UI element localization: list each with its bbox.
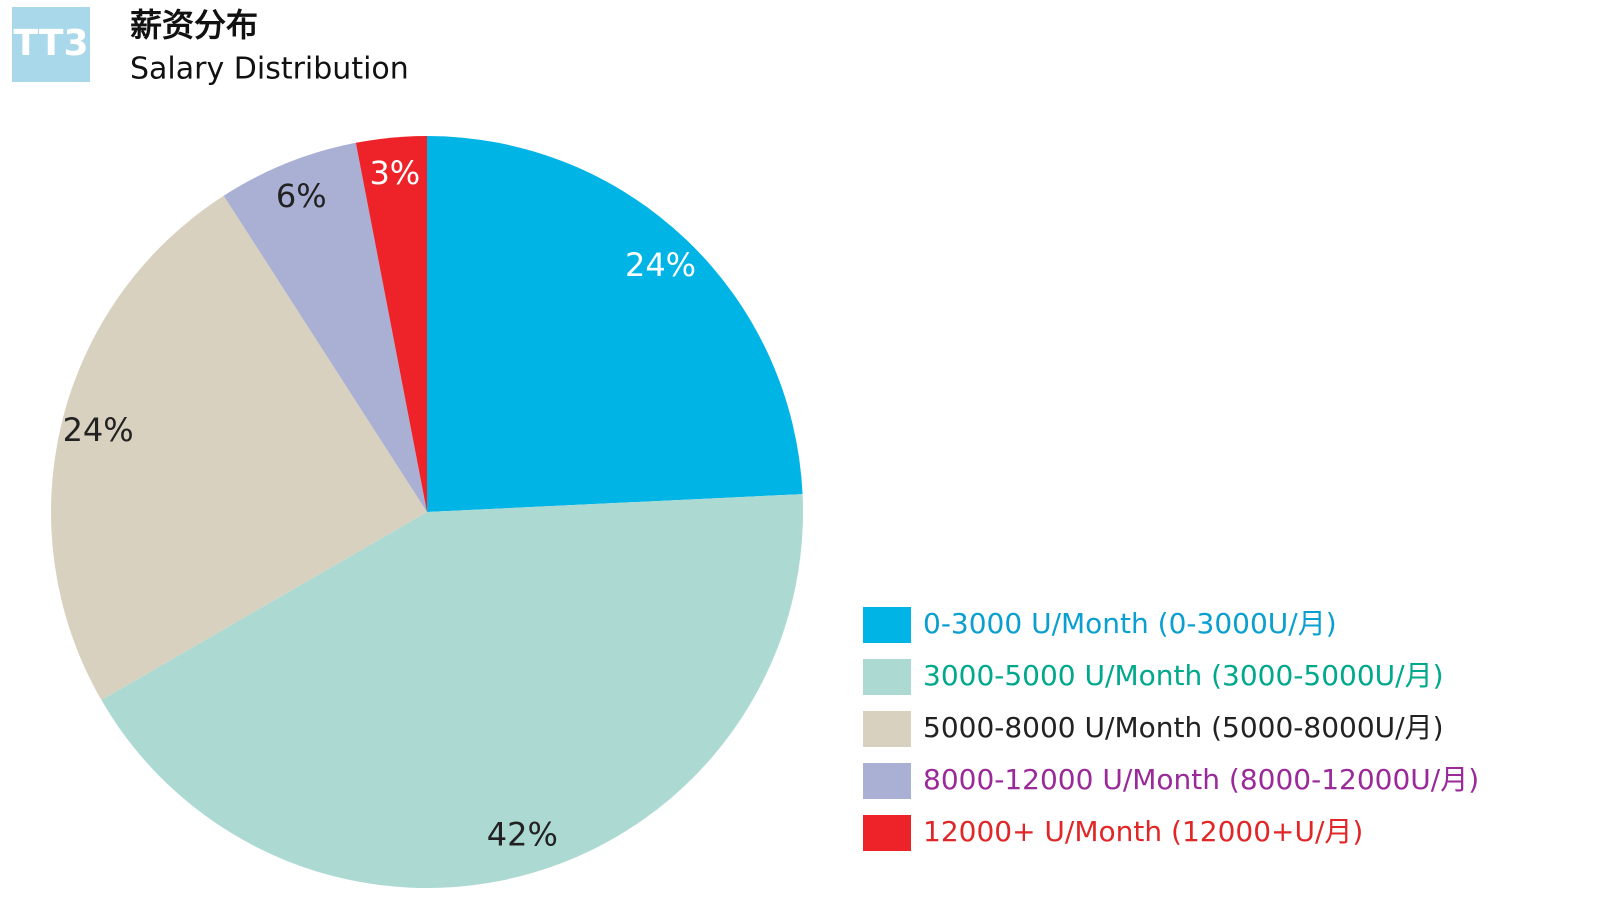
chart-title: 薪资分布 [130,6,258,44]
legend-label: 0-3000 U/Month (0-3000U/月) [923,607,1337,640]
legend-swatch [863,607,911,643]
legend-label: 12000+ U/Month (12000+U/月) [923,815,1363,848]
value-label: 24% [625,246,696,284]
value-label: 24% [63,411,134,449]
pie-slice [223,142,427,513]
pie-slice [101,494,803,888]
chart-subtitle: Salary Distribution [130,52,409,87]
legend-swatch [863,763,911,799]
logo: TT3 [14,23,89,64]
value-label: 6% [276,177,327,215]
legend-label: 3000-5000 U/Month (3000-5000U/月) [923,659,1444,692]
legend-swatch [863,815,911,851]
value-label: 3% [369,154,420,192]
pie-slice [427,136,803,512]
legend-swatch [863,711,911,747]
legend-swatch [863,659,911,695]
pie-slice [355,136,427,512]
logo-box [12,7,90,82]
legend-label: 8000-12000 U/Month (8000-12000U/月) [923,763,1479,796]
legend-label: 5000-8000 U/Month (5000-8000U/月) [923,711,1444,744]
pie-slice [50,195,428,701]
value-label: 42% [487,816,558,854]
